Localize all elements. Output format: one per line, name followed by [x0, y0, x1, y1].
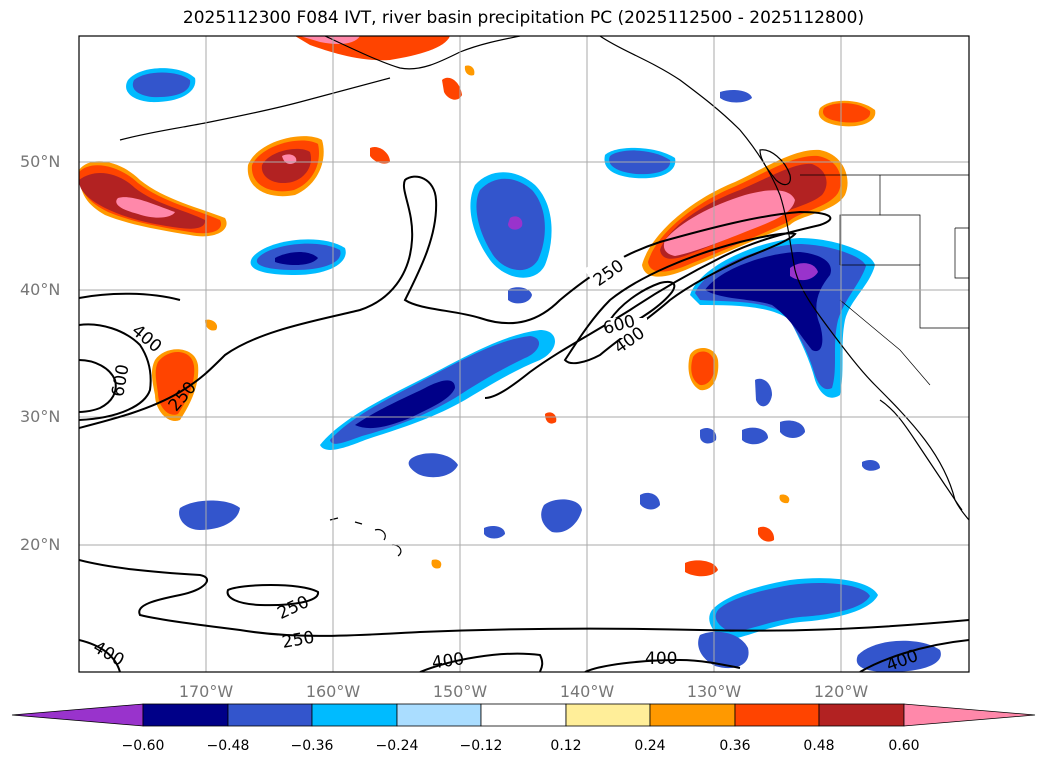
negative-anomaly-small-7	[780, 420, 805, 438]
negative-anomaly-small-1	[508, 287, 532, 304]
ivt-contour-600-west	[79, 359, 117, 413]
negative-anomaly-small-5	[755, 378, 772, 407]
positive-anomaly-small-3	[685, 560, 718, 577]
colorbar-tick-3: −0.36	[290, 738, 334, 754]
lon-label-130w: 130°W	[686, 682, 742, 701]
positive-anomaly-west-band-peak	[116, 197, 175, 218]
positive-anomaly-small-7	[431, 559, 442, 569]
negative-anomaly-small-4	[541, 499, 582, 533]
colorbar-tick-5: −0.12	[459, 738, 503, 754]
vancouver-island	[759, 149, 791, 186]
ivt-label-400-south-east: 400	[645, 649, 677, 669]
state-border-2	[880, 214, 921, 265]
ivt-contour-250-west-north	[79, 292, 181, 301]
lat-label-30n: 30°N	[20, 407, 61, 426]
negative-anomaly-small-8	[640, 492, 660, 510]
ivt-contour-250-south-loop	[226, 584, 319, 607]
negative-anomaly-small-2	[408, 453, 458, 478]
positive-anomaly-small-4	[758, 526, 775, 542]
state-border-1	[839, 175, 881, 265]
negative-anomaly-small-9	[700, 428, 717, 444]
baja-california	[879, 399, 963, 511]
colorbar-bin-8	[734, 703, 820, 727]
aleutian-islands	[119, 77, 391, 141]
colorbar-tick-2: −0.48	[206, 738, 250, 754]
north-american-coast	[599, 36, 969, 521]
positive-anomaly-british-columbia-mid	[822, 103, 871, 123]
positive-anomaly-small-9	[464, 65, 475, 76]
ivt-contour-400-central	[563, 232, 797, 365]
ivt-label-400-south-mid: 400	[431, 649, 466, 673]
hawaiian-islands	[329, 517, 402, 557]
colorbar-tick-8: 0.36	[719, 738, 751, 754]
lon-label-170w: 170°W	[178, 682, 234, 701]
colorbar-tick-10: 0.60	[888, 738, 920, 754]
lon-label-120w: 120°W	[813, 682, 869, 701]
negative-anomaly-central-pacific-max	[508, 216, 523, 230]
negative-anomaly-south-core	[715, 583, 870, 632]
ivt-contours	[79, 175, 969, 672]
negative-anomaly-small-3	[179, 500, 240, 530]
ivt-contour-400-west	[79, 323, 152, 421]
positive-anomaly-top-peak	[300, 36, 360, 44]
colorbar-bin-6	[565, 703, 651, 727]
colorbar-bin-7	[649, 703, 736, 727]
ivt-contour-250-main	[79, 175, 832, 429]
alaska-coast	[324, 36, 521, 70]
negative-anomaly-west-oval-max	[275, 252, 318, 266]
negative-anomaly-small-6	[742, 427, 768, 445]
colorbar-bin-9	[818, 703, 905, 727]
positive-anomaly-small-2	[370, 146, 390, 164]
positive-anomaly-aleutian-high	[261, 148, 312, 184]
colorbar-tick-1: −0.60	[121, 738, 165, 754]
colorbar-bin-4	[396, 703, 482, 727]
colorbar-tick-6: 0.12	[550, 738, 582, 754]
negative-anomaly-northwest-core	[132, 72, 191, 98]
positive-anomaly-small-6	[205, 319, 218, 331]
colorbar-tick-4: −0.24	[375, 738, 419, 754]
political-borders	[800, 174, 969, 386]
positive-anomaly-layer	[79, 36, 876, 577]
ivt-contour-400-south	[79, 639, 969, 672]
state-border-4	[839, 299, 931, 386]
lon-label-150w: 150°W	[432, 682, 488, 701]
colorbar-tick-9: 0.48	[803, 738, 835, 754]
graticule	[79, 36, 969, 672]
negative-anomaly-band-max	[355, 380, 455, 429]
colorbar-bin-3	[311, 703, 398, 727]
ivt-contour-250-south-west	[79, 559, 969, 637]
negative-anomaly-small-12	[484, 526, 505, 539]
positive-anomaly-small-1	[442, 77, 462, 100]
lat-label-20n: 20°N	[20, 535, 61, 554]
lat-label-40n: 40°N	[20, 280, 61, 299]
positive-anomaly-small-8	[779, 494, 790, 504]
map-border	[78, 35, 970, 673]
positive-anomaly-small-5	[545, 412, 557, 424]
colorbar-bin-1	[142, 703, 229, 727]
state-border-3	[840, 264, 969, 329]
lat-label-50n: 50°N	[20, 152, 61, 171]
negative-anomaly-small-10	[720, 90, 752, 103]
lon-label-160w: 160°W	[305, 682, 361, 701]
negative-anomaly-small-11	[862, 460, 880, 471]
negative-anomaly-south-tail	[698, 631, 749, 669]
colorbar-bin-2	[227, 703, 313, 727]
map-title: 2025112300 F084 IVT, river basin precipi…	[182, 8, 865, 28]
colorbar-tick-7: 0.24	[634, 738, 666, 754]
colorbar-extend-high	[903, 703, 1036, 727]
coastlines	[119, 36, 969, 557]
colorbar-bin-5	[480, 703, 567, 727]
state-border-5	[954, 227, 969, 279]
colorbar	[11, 703, 1036, 727]
positive-anomaly-offshore-mid	[691, 351, 715, 386]
lon-label-140w: 140°W	[559, 682, 615, 701]
colorbar-extend-low	[11, 703, 144, 727]
